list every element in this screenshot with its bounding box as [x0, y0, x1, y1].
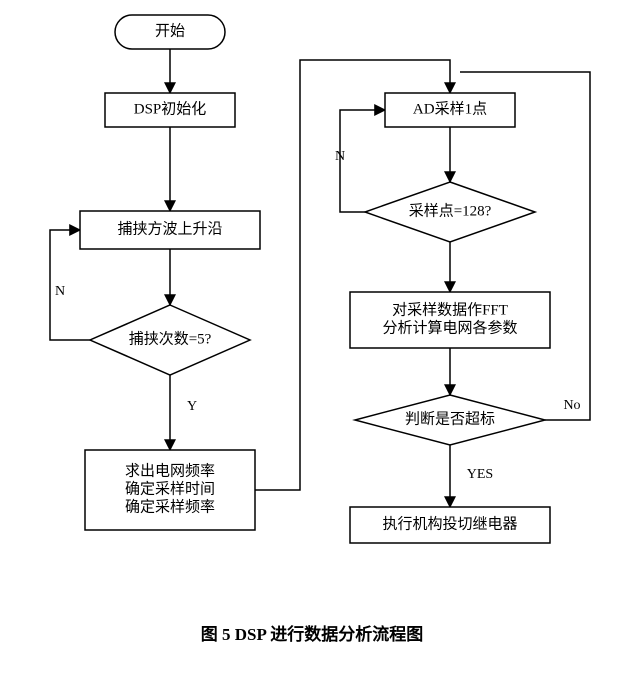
- node-text: 确定采样时间: [125, 480, 215, 497]
- edge-label: No: [563, 398, 580, 413]
- node-init: DSP初始化: [105, 93, 235, 127]
- node-text: 确定采样频率: [125, 498, 215, 515]
- edge-label: N: [335, 149, 345, 164]
- node-text: AD采样1点: [413, 100, 487, 117]
- node-text: 采样点=128?: [409, 202, 492, 219]
- node-text: 执行机构投切继电器: [382, 515, 517, 532]
- node-text: 求出电网频率: [125, 462, 215, 479]
- node-text: 捕挟方波上升沿: [117, 220, 222, 237]
- node-text: DSP初始化: [134, 100, 207, 117]
- node-adsamp: AD采样1点: [385, 93, 515, 127]
- edge-label: N: [55, 284, 65, 299]
- node-text: 开始: [155, 22, 185, 39]
- figure-caption: 图 5 DSP 进行数据分析流程图: [201, 624, 423, 644]
- edge-label: Y: [187, 399, 197, 414]
- node-text: 分析计算电网各参数: [382, 318, 517, 336]
- node-capture: 捕挟方波上升沿: [80, 211, 260, 249]
- node-text: 对采样数据作FFT: [392, 301, 508, 318]
- edge-label: YES: [467, 467, 493, 482]
- node-start: 开始: [115, 15, 225, 49]
- node-relay: 执行机构投切继电器: [350, 507, 550, 543]
- node-fft: 对采样数据作FFT分析计算电网各参数: [350, 292, 550, 348]
- node-freq: 求出电网频率确定采样时间确定采样频率: [85, 450, 255, 530]
- node-text: 判断是否超标: [405, 410, 495, 427]
- node-text: 捕挟次数=5?: [129, 330, 212, 347]
